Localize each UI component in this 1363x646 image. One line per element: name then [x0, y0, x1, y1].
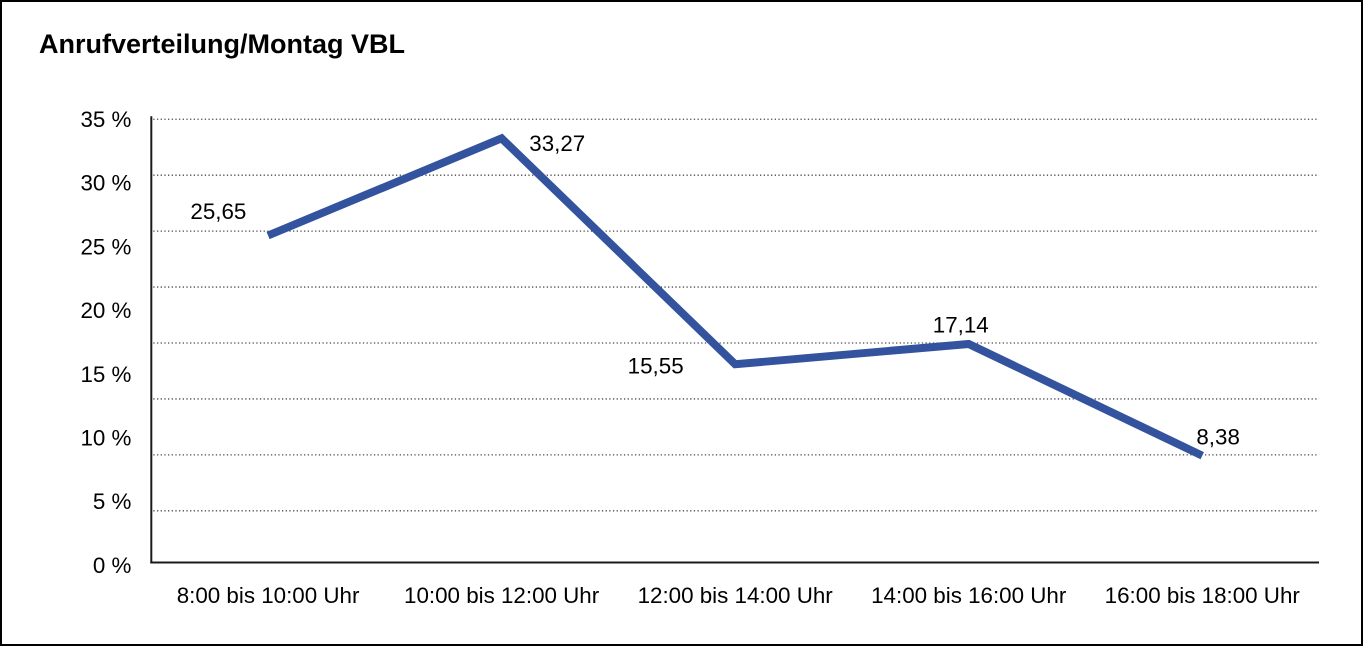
- chart-title: Anrufverteilung/Montag VBL: [39, 29, 405, 59]
- x-axis-category-label: 8:00 bis 10:00 Uhr: [177, 583, 360, 608]
- y-axis-tick-label: 35 %: [80, 107, 131, 132]
- data-point-label: 17,14: [933, 313, 989, 338]
- data-point-label: 33,27: [529, 131, 585, 156]
- data-point-label: 25,65: [190, 199, 246, 224]
- y-axis-tick-label: 30 %: [80, 171, 131, 196]
- y-axis-tick-label: 20 %: [80, 298, 131, 323]
- y-axis-tick-label: 10 %: [80, 425, 131, 450]
- data-series-line: [266, 133, 1204, 460]
- x-axis-category-label: 14:00 bis 16:00 Uhr: [871, 583, 1067, 608]
- x-axis-category-label: 12:00 bis 14:00 Uhr: [638, 583, 834, 608]
- x-axis-category-label: 10:00 bis 12:00 Uhr: [404, 583, 600, 608]
- y-axis-tick-label: 0 %: [93, 553, 132, 578]
- y-axis-tick-label: 5 %: [93, 489, 132, 514]
- data-point-label: 15,55: [628, 354, 684, 379]
- y-axis-tick-label: 25 %: [80, 234, 131, 259]
- data-point-label: 8,38: [1196, 424, 1240, 449]
- x-axis-category-label: 16:00 bis 18:00 Uhr: [1105, 583, 1301, 608]
- y-axis-tick-label: 15 %: [80, 362, 131, 387]
